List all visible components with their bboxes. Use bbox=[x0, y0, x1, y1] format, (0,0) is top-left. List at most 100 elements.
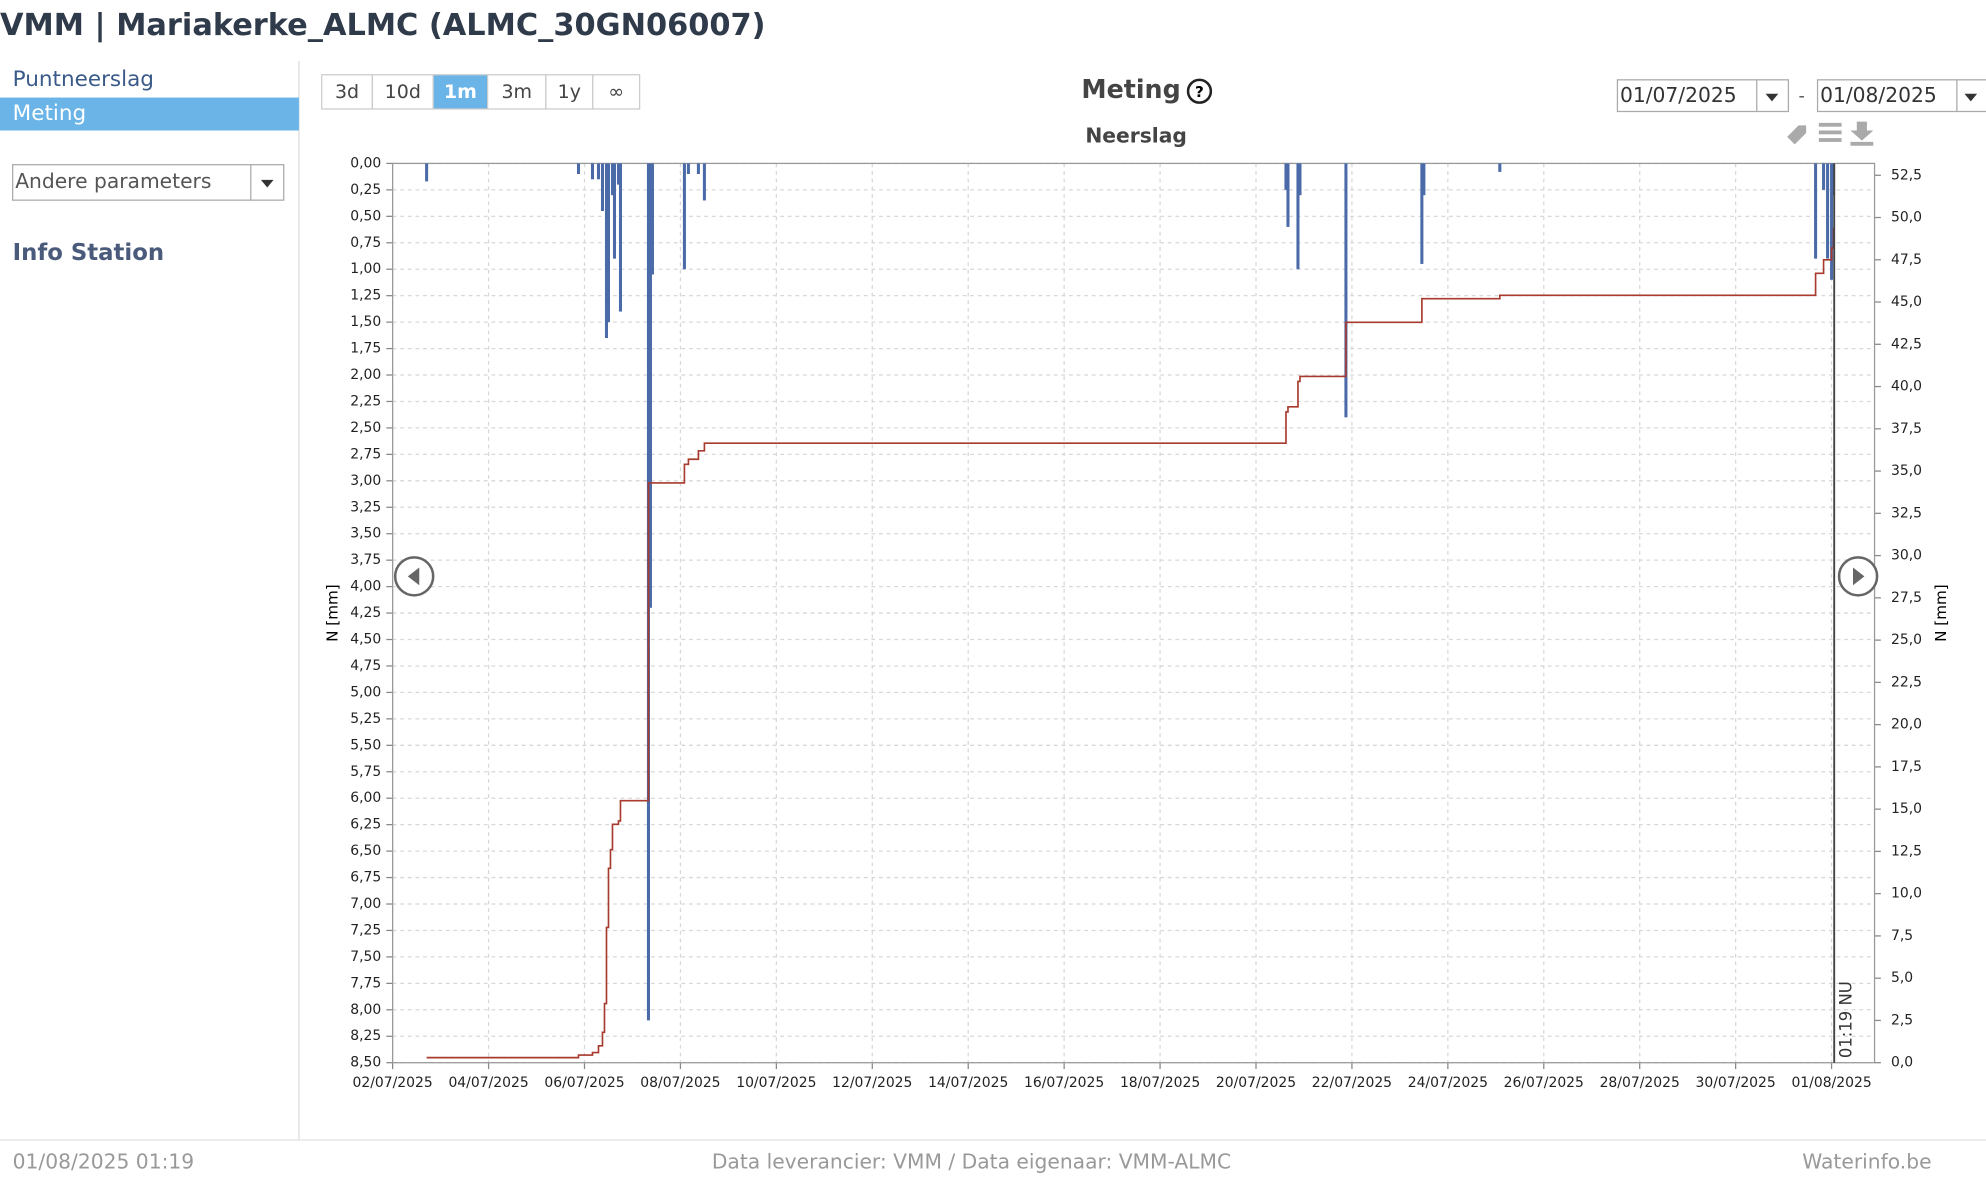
y-tick-label: 4,75 bbox=[350, 658, 381, 674]
x-tick-label: 24/07/2025 bbox=[1408, 1075, 1488, 1091]
help-icon[interactable]: ? bbox=[1186, 78, 1213, 104]
menu-icon[interactable] bbox=[1818, 122, 1842, 142]
bar bbox=[702, 163, 706, 201]
bar bbox=[600, 163, 605, 212]
sidebar-active-bg bbox=[0, 97, 299, 131]
svg-text:?: ? bbox=[1195, 83, 1204, 101]
bar bbox=[686, 163, 690, 175]
y2-tick-label: 22,5 bbox=[1891, 674, 1922, 690]
range-button-bg bbox=[592, 74, 641, 110]
x-tick-label: 28/07/2025 bbox=[1600, 1075, 1680, 1091]
y-tick-label: 8,50 bbox=[350, 1055, 381, 1071]
y-tick-label: 3,25 bbox=[350, 499, 381, 515]
sidebar-item[interactable]: Meting bbox=[13, 101, 87, 126]
plot-frame bbox=[392, 162, 1876, 1064]
x-tick-label: 12/07/2025 bbox=[832, 1075, 912, 1091]
y2-tick-label: 45,0 bbox=[1891, 294, 1922, 310]
y-tick-label: 7,75 bbox=[350, 975, 381, 991]
range-button[interactable]: 10d bbox=[371, 74, 434, 110]
range-button[interactable]: 3d bbox=[321, 74, 374, 110]
y2-tick-label: 0,0 bbox=[1891, 1055, 1913, 1071]
x-tick-label: 18/07/2025 bbox=[1120, 1075, 1200, 1091]
y-tick-label: 2,25 bbox=[350, 393, 381, 409]
y2-tick-label: 17,5 bbox=[1891, 759, 1922, 775]
range-button[interactable]: 1y bbox=[545, 74, 594, 110]
footer-timestamp: 01/08/2025 01:19 bbox=[13, 1149, 195, 1173]
y2-axis-title: N [mm] bbox=[1932, 584, 1950, 642]
bar bbox=[648, 163, 652, 608]
y2-tick-label: 2,5 bbox=[1891, 1012, 1913, 1028]
date-to[interactable]: 01/08/2025 bbox=[1816, 79, 1986, 113]
y2-tick-label: 37,5 bbox=[1891, 421, 1922, 437]
bar bbox=[1498, 163, 1502, 172]
y-tick-label: 4,00 bbox=[350, 579, 381, 595]
link-icon[interactable] bbox=[1787, 125, 1807, 145]
chart-title: Meting bbox=[1081, 74, 1180, 104]
bar bbox=[1344, 163, 1348, 418]
dropdown-label: Andere parameters bbox=[15, 169, 211, 193]
range-button-bg bbox=[371, 74, 434, 110]
chart-subtitle: Neerslag bbox=[1085, 123, 1187, 147]
range-button-label: 3m bbox=[501, 81, 532, 103]
bar bbox=[610, 163, 614, 196]
bar bbox=[604, 163, 609, 338]
y2-tick-label: 42,5 bbox=[1891, 336, 1922, 352]
y-tick-label: 0,50 bbox=[350, 208, 381, 224]
x-tick-label: 06/07/2025 bbox=[544, 1075, 624, 1091]
footer-site[interactable]: Waterinfo.be bbox=[1802, 1149, 1931, 1173]
bar bbox=[1814, 163, 1818, 259]
y2-tick-label: 20,0 bbox=[1891, 717, 1922, 733]
date-from-text: 01/07/2025 bbox=[1620, 83, 1737, 107]
y-tick-label: 0,75 bbox=[350, 235, 381, 251]
bar bbox=[696, 163, 700, 175]
dropdown[interactable]: Andere parameters bbox=[12, 164, 285, 201]
x-tick-label: 04/07/2025 bbox=[448, 1075, 528, 1091]
range-button[interactable]: 3m bbox=[487, 74, 547, 110]
range-button-label: ∞ bbox=[608, 81, 624, 103]
y-tick-label: 0,00 bbox=[350, 155, 381, 171]
y2-tick-label: 35,0 bbox=[1891, 463, 1922, 479]
y-tick-label: 7,00 bbox=[350, 896, 381, 912]
y2-tick-label: 12,5 bbox=[1891, 843, 1922, 859]
range-button-label: 10d bbox=[385, 81, 421, 103]
y-tick-label: 1,25 bbox=[350, 288, 381, 304]
line bbox=[426, 227, 1835, 1059]
range-button-bg bbox=[487, 74, 547, 110]
y-tick-label: 3,50 bbox=[350, 526, 381, 542]
x-tick-label: 16/07/2025 bbox=[1024, 1075, 1104, 1091]
y2-tick-label: 15,0 bbox=[1891, 801, 1922, 817]
bar bbox=[1420, 163, 1424, 264]
now-label: 01:19 NU bbox=[1836, 981, 1855, 1058]
y-tick-label: 6,00 bbox=[350, 790, 381, 806]
range-button-bg bbox=[321, 74, 374, 110]
bar bbox=[1286, 163, 1290, 227]
nav-next[interactable] bbox=[1837, 556, 1879, 597]
download-icon[interactable] bbox=[1850, 121, 1874, 146]
bar bbox=[590, 163, 595, 180]
range-button[interactable]: 1m bbox=[432, 74, 489, 110]
y2-tick-label: 5,0 bbox=[1891, 970, 1913, 986]
y2-tick-label: 32,5 bbox=[1891, 505, 1922, 521]
bar bbox=[1284, 163, 1288, 190]
y-axis-title: N [mm] bbox=[324, 584, 342, 642]
x-tick-label: 22/07/2025 bbox=[1312, 1075, 1392, 1091]
x-tick-label: 20/07/2025 bbox=[1216, 1075, 1296, 1091]
y-tick-label: 8,25 bbox=[350, 1028, 381, 1044]
y2-tick-label: 40,0 bbox=[1891, 379, 1922, 395]
date-from[interactable]: 01/07/2025 bbox=[1616, 79, 1790, 113]
y2-tick-label: 27,5 bbox=[1891, 590, 1922, 606]
bar bbox=[1826, 163, 1830, 259]
sidebar-item[interactable]: Puntneerslag bbox=[13, 67, 154, 92]
y-tick-label: 3,00 bbox=[350, 473, 381, 489]
info-link[interactable]: Info Station bbox=[13, 240, 164, 266]
x-tick-label: 10/07/2025 bbox=[736, 1075, 816, 1091]
bar bbox=[576, 163, 581, 175]
y2-tick-label: 10,0 bbox=[1891, 886, 1922, 902]
y-tick-label: 5,50 bbox=[350, 737, 381, 753]
range-button[interactable]: ∞ bbox=[592, 74, 641, 110]
nav-prev[interactable] bbox=[393, 556, 435, 597]
footer-source: Data leverancier: VMM / Data eigenaar: V… bbox=[712, 1149, 1231, 1173]
y-tick-label: 5,75 bbox=[350, 764, 381, 780]
